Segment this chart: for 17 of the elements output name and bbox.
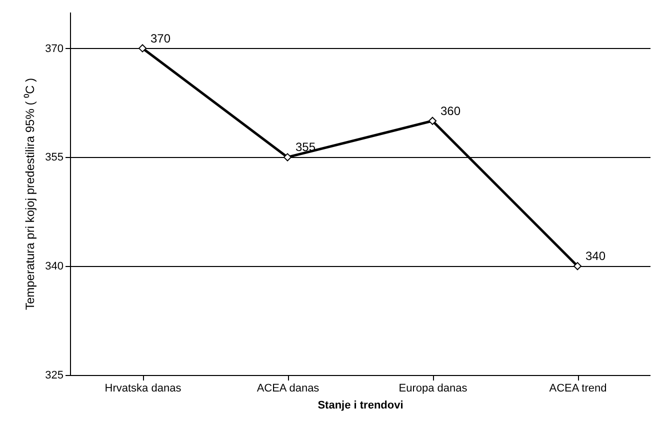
x-axis-title: Stanje i trendovi	[318, 400, 404, 412]
point	[428, 116, 437, 125]
point	[283, 153, 292, 162]
x-tick-label: ACEA trend	[549, 382, 607, 394]
y-axis-title: Temperatura pri kojoj predestilira 95% ( ⁰C )	[23, 78, 38, 310]
x-tick-label: Europa danas	[398, 382, 468, 394]
y-tick-label: 370	[45, 42, 64, 55]
data-label: 360	[440, 104, 461, 118]
x-tick-label: Hrvatska danas	[104, 382, 182, 394]
y-tick-label: 325	[45, 370, 64, 382]
point	[573, 262, 582, 270]
x-tick-label: ACEA danas	[256, 382, 320, 394]
data-label: 340	[586, 249, 606, 264]
y-tick-label: 340	[45, 260, 64, 273]
point	[138, 44, 147, 52]
y-tick-label: 355	[45, 152, 64, 164]
data-label: 370	[150, 31, 171, 46]
